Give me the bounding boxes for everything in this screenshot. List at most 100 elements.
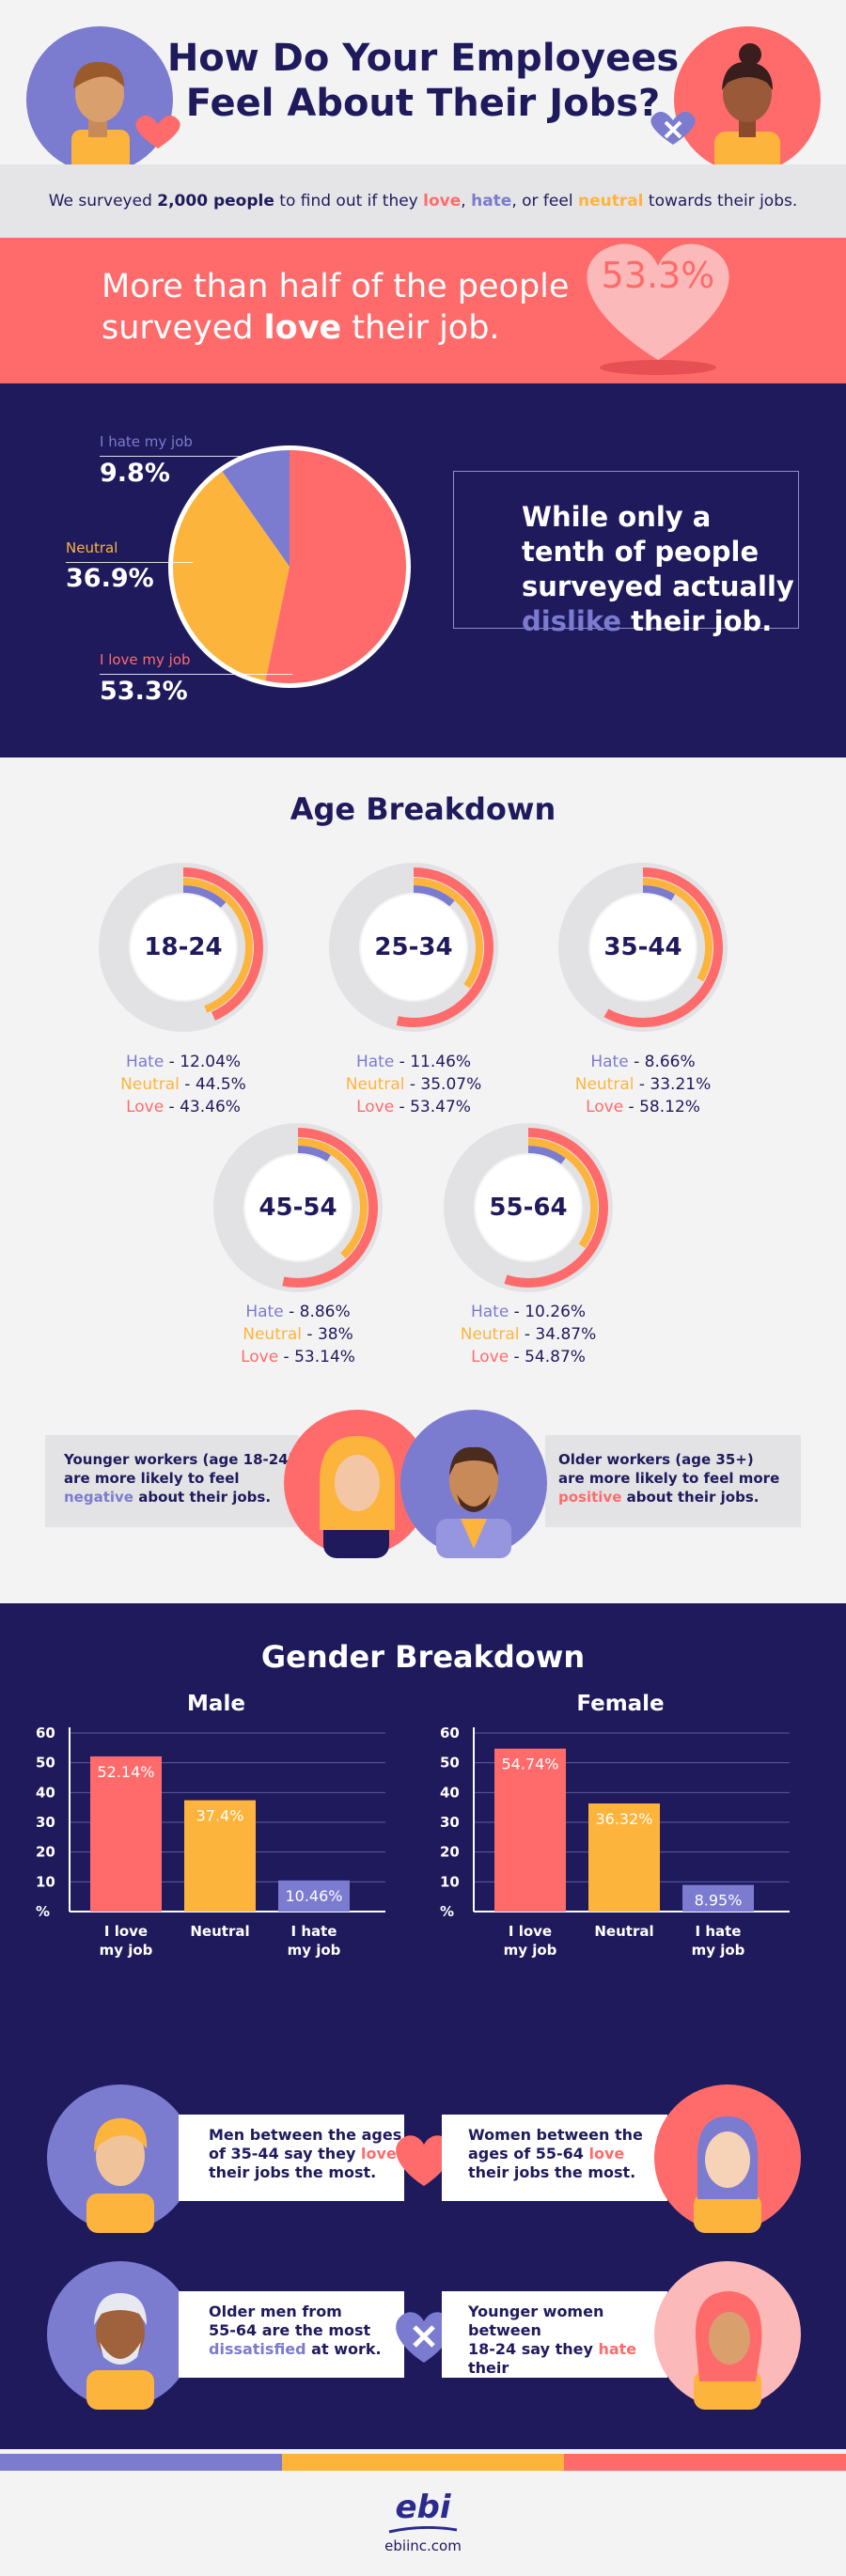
- footer-url-link[interactable]: ebiinc.com: [384, 2537, 462, 2554]
- bar-category-line: Neutral: [594, 1923, 653, 1940]
- younger-workers-callout: Younger workers (age 18-24) are more lik…: [45, 1435, 299, 1527]
- age-stat-love: Love - 53.14%: [204, 1346, 392, 1368]
- age-stat-value: - 12.04%: [164, 1053, 242, 1071]
- ebi-logo[interactable]: ebi: [395, 2489, 451, 2526]
- donut-arc-love: [603, 867, 723, 1027]
- age-stat-neutral: Neutral - 44.5%: [89, 1073, 277, 1096]
- age-stat-value: - 8.66%: [628, 1053, 696, 1071]
- man-avatar-icon: [26, 26, 180, 173]
- y-tick-label: %: [36, 1903, 50, 1920]
- bar-category-label: Neutral: [594, 1923, 653, 1940]
- age-breakdown-title: Age Breakdown: [290, 791, 556, 827]
- age-stat-love: Love - 53.47%: [320, 1096, 508, 1118]
- age-stats-25-34: Hate - 11.46% Neutral - 35.07% Love - 53.4…: [320, 1051, 508, 1118]
- age-stat-value: - 43.46%: [164, 1098, 241, 1116]
- survey-hate-word: hate: [471, 192, 512, 211]
- male-bar-chart: Male% 10 20 30 40 50 60 52.14% I love my job 37.4%…: [36, 1692, 385, 1959]
- old-line-1: Older workers (age 35+): [558, 1451, 754, 1468]
- age-donut-chart: [213, 1123, 383, 1292]
- donut-arc-love: [282, 1128, 378, 1288]
- y-tick-label: 50: [36, 1755, 55, 1772]
- bar-2: [682, 1884, 754, 1912]
- young-suffix: about their jobs.: [133, 1489, 272, 1506]
- bar-category-line: my job: [100, 1942, 153, 1959]
- pie-hate-label: I hate my job: [100, 433, 193, 450]
- age-stat-word: Hate: [590, 1053, 629, 1071]
- age-stat-value: - 33.21%: [634, 1075, 712, 1094]
- age-stat-love: Love - 43.46%: [89, 1096, 277, 1118]
- young-woman-avatar-icon: [654, 2261, 801, 2410]
- love-line2-suffix: their job.: [341, 309, 500, 347]
- men-love-line-3: their jobs the most.: [209, 2163, 377, 2181]
- y-tick-label: 40: [36, 1784, 55, 1801]
- age-stat-value: - 53.47%: [394, 1098, 471, 1116]
- women-love-callout: Women between the ages of 55-64 love the…: [442, 2115, 667, 2201]
- title-line-2: Feel About Their Jobs?: [185, 82, 661, 125]
- age-stat-word: Neutral: [574, 1075, 634, 1094]
- bar-value-label: 10.46%: [285, 1887, 342, 1905]
- age-donut-label: 18-24: [144, 933, 223, 961]
- love-banner: More than half of the people surveyed lo…: [0, 238, 846, 383]
- women-love-text: Women between the ages of 55-64 love the…: [468, 2126, 662, 2182]
- women-hate-text: Younger women between 18-24 say they hat…: [468, 2303, 666, 2396]
- love-percent: 53.3%: [601, 255, 715, 296]
- bar-category-line: my job: [288, 1942, 341, 1959]
- dislike-line-3: surveyed actually: [522, 570, 794, 602]
- age-donut-18-24: 18-24: [99, 863, 268, 1032]
- older-woman-avatar-icon: [654, 2084, 801, 2233]
- donut-arc-neutral: [527, 1138, 598, 1249]
- donut-arc-hate: [413, 885, 455, 907]
- page-title: How Do Your Employees Feel About Their J…: [160, 36, 686, 126]
- survey-middle: to find out if they: [274, 192, 424, 211]
- age-stat-neutral: Neutral - 35.07%: [320, 1073, 508, 1096]
- donut-center: [590, 895, 696, 1000]
- dislike-callout-box: While only a tenth of people surveyed ac…: [453, 471, 799, 637]
- dislike-line-2: tenth of people: [522, 536, 760, 568]
- survey-neutral-word: neutral: [577, 192, 644, 211]
- women-love-line-1: Women between the: [468, 2126, 643, 2144]
- love-headline-line-2: surveyed love their job.: [102, 307, 590, 349]
- older-workers-callout: Older workers (age 35+) are more likely …: [545, 1435, 801, 1527]
- age-stat-value: - 53.14%: [278, 1348, 355, 1366]
- age-stat-word: Love: [586, 1098, 624, 1116]
- old-line-3: positive about their jobs.: [558, 1488, 799, 1507]
- women-love-line-2: ages of 55-64 love: [468, 2145, 662, 2163]
- gender-breakdown-section: Gender Breakdown Male% 10 20 30 40 50 60 52.14%…: [0, 1603, 846, 2449]
- bar-category-label: I love my job: [504, 1923, 557, 1959]
- age-stat-hate: Hate - 12.04%: [89, 1051, 277, 1073]
- bar-category-label: Neutral: [190, 1923, 249, 1940]
- age-stat-word: Neutral: [243, 1325, 302, 1344]
- older-man-avatar-icon: [47, 2261, 194, 2410]
- bar-chart-title: Male: [187, 1692, 245, 1716]
- love-line2-bold: love: [263, 309, 342, 347]
- age-stat-hate: Hate - 8.66%: [549, 1051, 737, 1073]
- pie-love-leader: [100, 674, 292, 675]
- love-headline-line-1: More than half of the people: [102, 268, 570, 305]
- age-stat-hate: Hate - 8.86%: [204, 1301, 392, 1323]
- pie-hate-leader: [100, 456, 241, 457]
- older-workers-text: Older workers (age 35+) are more likely …: [558, 1450, 799, 1507]
- women-love-line2-prefix: ages of 55-64: [468, 2145, 589, 2162]
- footer-color-stripe: [0, 2454, 846, 2471]
- age-stat-word: Love: [471, 1348, 509, 1366]
- pie-slice-hate: [222, 450, 290, 567]
- donut-arc-love: [396, 867, 494, 1027]
- dislike-line-1: While only a: [522, 501, 712, 533]
- y-tick-label: 20: [36, 1844, 55, 1861]
- logo-swoosh-icon: [388, 2526, 458, 2534]
- donut-arc-hate: [642, 885, 676, 901]
- age-stat-value: - 58.12%: [623, 1098, 700, 1116]
- header: How Do Your Employees Feel About Their J…: [0, 0, 846, 173]
- age-stats-18-24: Hate - 12.04% Neutral - 44.5% Love - 43.46…: [89, 1051, 277, 1118]
- women-love-word: love: [588, 2145, 625, 2162]
- y-tick-label: 40: [440, 1784, 460, 1801]
- bar-category-line: Neutral: [190, 1923, 249, 1940]
- pie-neutral-leader: [66, 562, 193, 563]
- age-stat-word: Neutral: [120, 1075, 180, 1094]
- men-dissatisfied-word: dissatisfied: [209, 2340, 306, 2358]
- donut-arc-love: [182, 867, 263, 1021]
- pie-love-label: I love my job: [100, 651, 191, 668]
- men-love-text: Men between the ages of 35-44 say they l…: [209, 2126, 402, 2182]
- bar-value-label: 36.32%: [595, 1810, 652, 1828]
- age-stats-45-54: Hate - 8.86% Neutral - 38% Love - 53.14%: [204, 1301, 392, 1368]
